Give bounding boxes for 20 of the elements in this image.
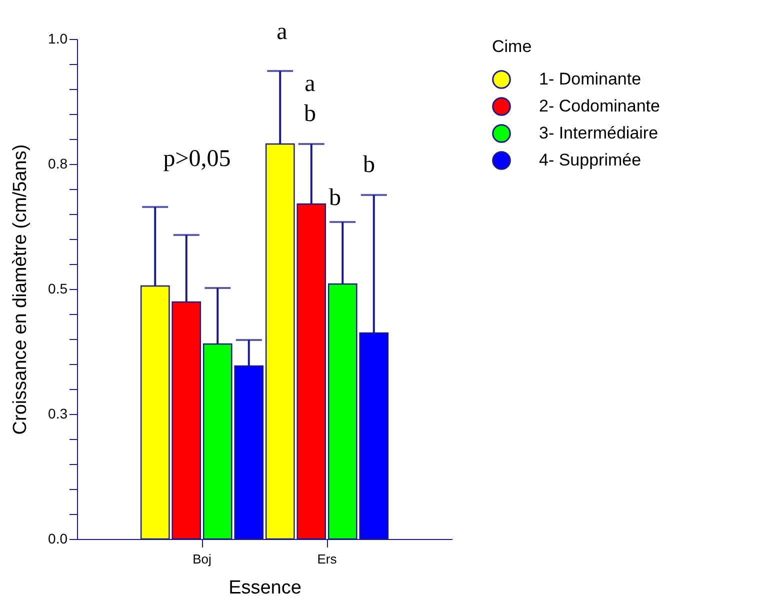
legend-label: 2- Codominante — [539, 96, 660, 116]
y-tick-label: 0.0 — [48, 530, 68, 546]
legend-label: 4- Supprimée — [539, 150, 642, 170]
x-tick-label: Boj — [192, 552, 212, 566]
x-tick-label: Ers — [317, 552, 338, 566]
annotation: a — [304, 71, 316, 97]
legend-label: 3- Intermédiaire — [539, 124, 658, 142]
y-tick-label: 0.3 — [48, 406, 68, 422]
annotation: b — [304, 101, 316, 127]
legend-label: 1- Dominante — [539, 70, 642, 88]
annotation: b — [363, 152, 375, 178]
y-tick-label: 0.5 — [48, 280, 68, 296]
annotation: p>0,05 — [163, 146, 231, 172]
legend-title: Cime — [492, 37, 532, 56]
annotation: b — [329, 185, 341, 211]
y-tick-label: 1.0 — [48, 30, 68, 46]
y-axis-title: Croissance en diamètre (cm/5ans) — [10, 144, 32, 435]
y-tick-label: 0.8 — [48, 156, 68, 172]
annotation: a — [276, 19, 288, 45]
x-axis-title: Essence — [228, 578, 302, 596]
